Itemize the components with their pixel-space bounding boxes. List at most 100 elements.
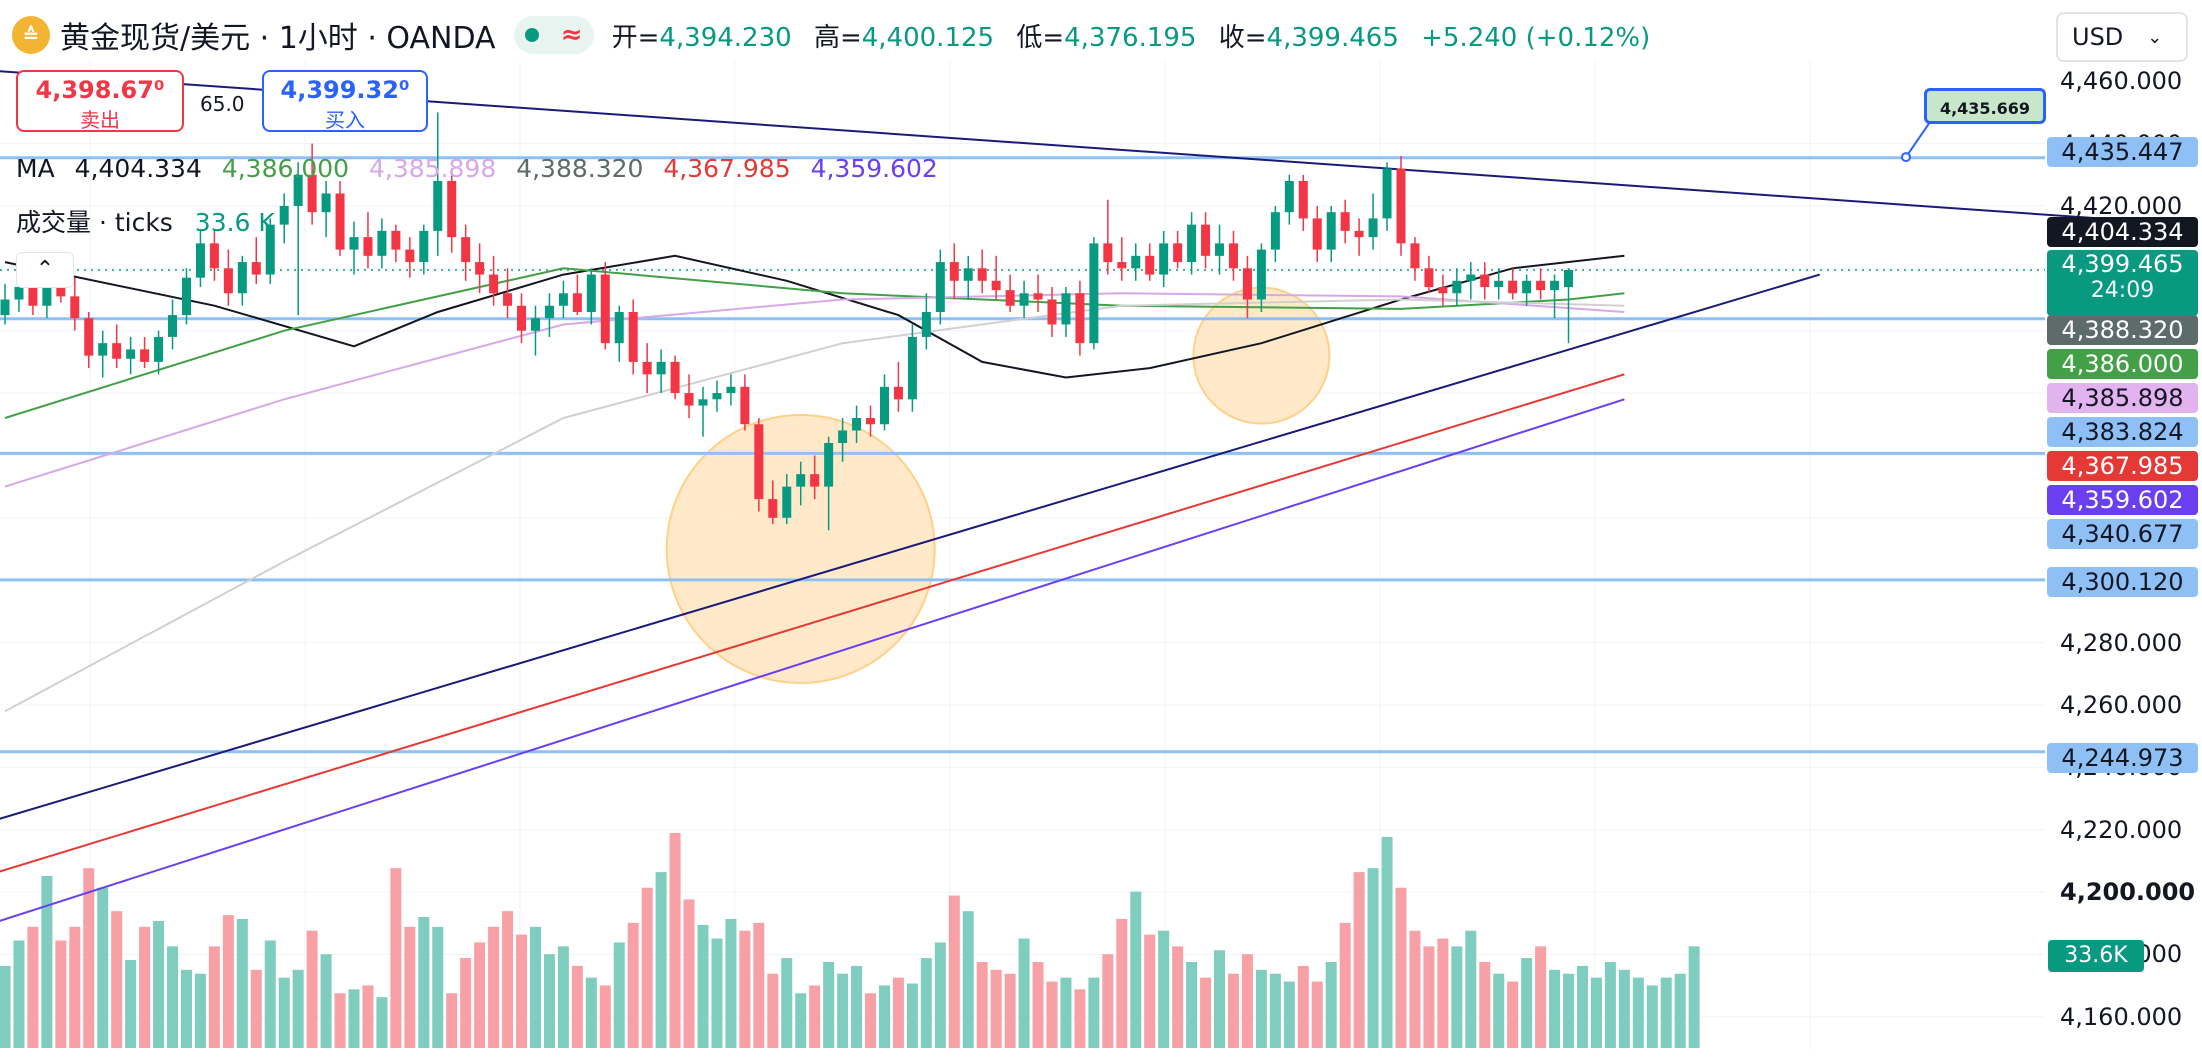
volume-bar <box>180 969 192 1048</box>
volume-bar <box>1367 868 1379 1048</box>
axis-tick-label: 4,220.000 <box>2060 815 2183 844</box>
moving-average-line <box>4 267 1625 419</box>
candle-body <box>991 280 1001 291</box>
market-status-pill[interactable]: ≈ <box>513 16 594 54</box>
volume-bar <box>1144 934 1156 1048</box>
ma-value: 4,388.320 <box>516 154 644 183</box>
volume-bar <box>334 993 346 1048</box>
candle-body <box>614 311 624 344</box>
volume-bar <box>460 958 472 1048</box>
candle-body <box>1312 218 1322 250</box>
ma-value: 4,385.898 <box>369 154 497 183</box>
candle-body <box>377 230 387 256</box>
sell-label: 卖出 <box>80 108 120 132</box>
volume-legend[interactable]: 成交量 · ticks 33.6 K <box>16 203 275 239</box>
volume-bar <box>655 872 667 1048</box>
candle-body <box>1522 280 1532 294</box>
volume-bar <box>1576 965 1588 1048</box>
volume-bar <box>306 930 318 1048</box>
volume-bar <box>1200 977 1212 1048</box>
candle-body <box>866 418 876 425</box>
candle-body <box>1159 243 1169 275</box>
candle-body <box>838 430 848 443</box>
trend-line <box>0 398 1625 922</box>
collapse-legend-button[interactable]: ⌃ <box>16 252 74 288</box>
volume-bar <box>906 983 918 1048</box>
candle-body <box>1564 269 1574 288</box>
candle-body <box>544 305 554 319</box>
volume-bar <box>627 922 639 1048</box>
sell-button[interactable]: 4,398.67⁰ 卖出 <box>16 70 184 132</box>
volume-bar <box>1493 973 1505 1048</box>
candle-body <box>1201 224 1211 256</box>
candle-body <box>42 280 52 306</box>
candle-body <box>670 361 680 394</box>
volume-bar <box>194 973 206 1048</box>
candle-body <box>1550 280 1560 291</box>
volume-bar <box>851 965 863 1048</box>
volume-bar <box>362 985 374 1048</box>
volume-bar <box>1479 962 1491 1048</box>
volume-bar <box>529 926 541 1048</box>
wave-icon: ≈ <box>560 20 583 50</box>
candle-body <box>1536 280 1546 291</box>
volume-bar <box>1451 946 1463 1048</box>
candle-body <box>293 174 303 206</box>
candle-body <box>754 424 764 500</box>
volume-bar <box>404 926 416 1048</box>
candle-body <box>684 393 694 406</box>
volume-bar <box>781 958 793 1048</box>
buy-button[interactable]: 4,399.32⁰ 买入 <box>262 70 428 132</box>
axis-tick-label: 4,260.000 <box>2060 690 2183 719</box>
alert-price-bubble[interactable]: 4,435.669 <box>1924 88 2046 124</box>
candle-body <box>126 349 136 359</box>
volume-bar <box>1381 836 1393 1048</box>
volume-bar <box>809 985 821 1048</box>
volume-bar <box>125 960 137 1048</box>
volume-bar <box>1423 946 1435 1048</box>
candle-body <box>572 293 582 312</box>
volume-bar <box>13 940 25 1048</box>
volume-bar <box>83 868 95 1048</box>
volume-bar <box>865 993 877 1048</box>
volume-bar <box>111 911 123 1048</box>
candle-body <box>307 174 317 213</box>
volume-bar <box>711 938 723 1048</box>
candle-body <box>279 205 289 225</box>
price-tag: 4,386.000 <box>2047 349 2198 379</box>
candle-body <box>0 299 10 316</box>
candle-body <box>1480 274 1490 288</box>
volume-bar <box>1353 872 1365 1048</box>
price-tag: 4,244.973 <box>2047 743 2198 773</box>
ohlc-readout: 开=4,394.230 高=4,400.125 低=4,376.195 收=4,… <box>612 17 1665 54</box>
ma-legend[interactable]: MA 4,404.334 4,386.000 4,385.898 4,388.3… <box>16 154 950 183</box>
volume-bar <box>278 977 290 1048</box>
candle-body <box>893 386 903 400</box>
volume-value: 33.6 K <box>194 208 275 237</box>
volume-bar <box>599 985 611 1048</box>
candle-body <box>768 499 778 518</box>
candle-body <box>977 268 987 281</box>
symbol-title[interactable]: 黄金现货/美元 · 1小时 · OANDA <box>60 21 496 56</box>
axis-tick-label: 4,460.000 <box>2060 67 2183 96</box>
volume-label: 成交量 · ticks <box>16 208 173 237</box>
volume-bar <box>669 833 681 1048</box>
moving-average-line <box>4 292 1625 488</box>
volume-bar <box>934 942 946 1048</box>
candle-body <box>796 474 806 487</box>
last-price-value: 4,399.465 <box>2061 250 2184 278</box>
candle-body <box>586 274 596 312</box>
candle-body <box>1005 290 1015 306</box>
candle-body <box>1298 180 1308 219</box>
volume-bar <box>390 868 402 1048</box>
ma-label: MA <box>16 154 55 183</box>
volume-bar <box>1549 969 1561 1048</box>
candle-body <box>1061 293 1071 325</box>
high-label: 高= <box>813 22 862 53</box>
candle-body <box>195 243 205 278</box>
candle-body <box>530 318 540 331</box>
candle-body <box>1089 243 1099 344</box>
volume-bar <box>1409 930 1421 1048</box>
currency-select[interactable]: USD ⌄ <box>2056 12 2188 62</box>
